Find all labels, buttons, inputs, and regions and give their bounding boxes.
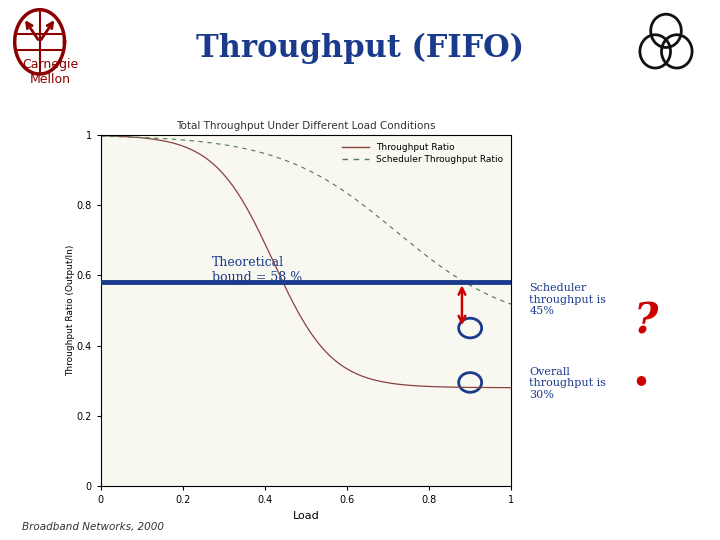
Scheduler Throughput Ratio (292, 161, 300, 168)
Text: Overall
throughput is
30%: Overall throughput is 30% (529, 367, 606, 400)
Text: Scheduler
throughput is
45%: Scheduler throughput is 45% (529, 283, 606, 316)
X-axis label: Load: Load (292, 511, 320, 521)
Throughput Ratio (318, 345, 327, 352)
Legend: Throughput Ratio, Scheduler Throughput Ratio: Throughput Ratio, Scheduler Throughput R… (338, 139, 507, 167)
Scheduler Throughput Ratio (96, 133, 105, 139)
Throughput Ratio (292, 305, 300, 311)
Throughput Ratio (497, 384, 505, 391)
Throughput Ratio (507, 384, 516, 391)
Text: Theoretical
bound = 58 %: Theoretical bound = 58 % (212, 256, 302, 284)
Scheduler Throughput Ratio (507, 301, 516, 307)
Line: Throughput Ratio: Throughput Ratio (101, 136, 511, 388)
Throughput Ratio (341, 364, 349, 371)
Scheduler Throughput Ratio (341, 188, 349, 195)
Line: Scheduler Throughput Ratio: Scheduler Throughput Ratio (101, 136, 511, 304)
Y-axis label: Throughput Ratio (Output/In): Throughput Ratio (Output/In) (66, 245, 75, 376)
Text: Carnegie
Mellon: Carnegie Mellon (22, 58, 78, 85)
Text: Throughput (FIFO): Throughput (FIFO) (196, 33, 524, 64)
Text: Broadband Networks, 2000: Broadband Networks, 2000 (22, 522, 163, 532)
Scheduler Throughput Ratio (433, 261, 441, 267)
Scheduler Throughput Ratio (294, 162, 302, 168)
Throughput Ratio (294, 309, 302, 315)
Scheduler Throughput Ratio (497, 297, 505, 303)
Title: Total Throughput Under Different Load Conditions: Total Throughput Under Different Load Co… (176, 122, 436, 131)
Throughput Ratio (433, 383, 441, 390)
Text: ?: ? (634, 300, 658, 342)
Throughput Ratio (96, 132, 105, 139)
Scheduler Throughput Ratio (318, 174, 327, 181)
Text: ●: ● (636, 373, 647, 386)
